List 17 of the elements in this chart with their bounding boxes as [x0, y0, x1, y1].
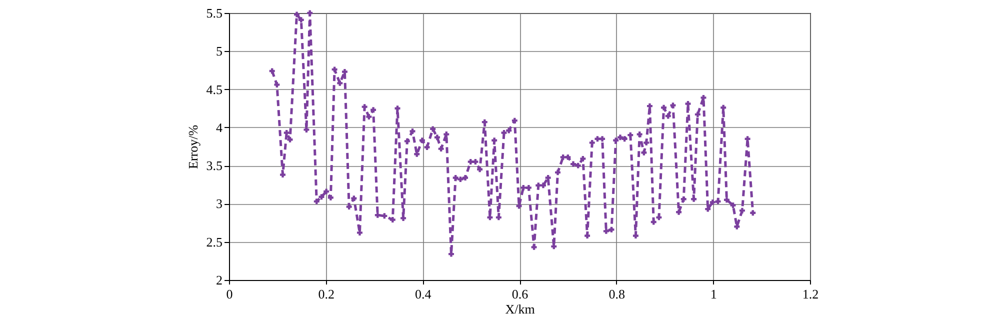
y-tick-label: 3	[216, 196, 222, 212]
y-tick-label: 2	[216, 272, 222, 288]
y-tick-label: 5.5	[206, 6, 222, 20]
y-axis-title: Erroy/%	[185, 124, 200, 170]
x-tick-label: 1.2	[802, 286, 819, 302]
x-tick-label: 0.6	[512, 286, 529, 302]
x-axis-title: X/km	[505, 302, 535, 316]
y-tick-label: 5	[216, 44, 222, 59]
x-tick-label: 0.2	[318, 286, 334, 302]
x-tick-label: 1	[710, 286, 717, 302]
y-tick-label: 4.5	[206, 82, 222, 97]
x-tick-label: 0.8	[608, 286, 625, 302]
y-tick-label: 2.5	[206, 234, 222, 250]
x-tick-label: 0.4	[415, 286, 432, 302]
y-tick-label: 4	[216, 120, 223, 135]
x-tick-label: 0	[226, 286, 233, 302]
y-tick-label: 3.5	[206, 158, 222, 174]
